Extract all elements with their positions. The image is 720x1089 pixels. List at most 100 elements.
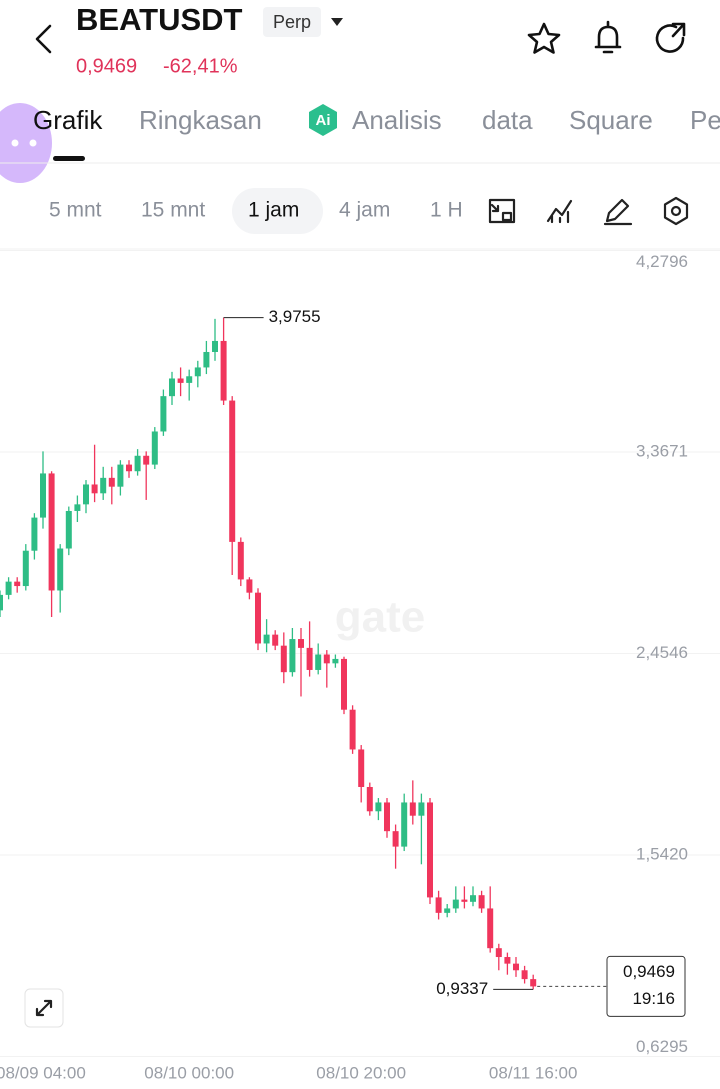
candle-body [203,351,210,368]
candle-body [65,510,72,549]
x-tick-label: 08/11 16:00 [489,1063,578,1082]
tab[interactable]: Pe [690,105,720,135]
candle-body [91,484,98,494]
favorite-icon[interactable] [527,22,561,54]
candle-body [108,477,115,487]
price: 0,9469 [76,55,137,77]
settings-icon-center[interactable] [670,205,682,217]
assistant-eye [29,139,37,147]
candles [0,317,537,990]
interval[interactable]: 1 jam [248,199,299,222]
candle-body [341,658,347,710]
interval[interactable]: 4 jam [339,199,390,222]
candle-body [220,340,227,401]
badge-bg[interactable] [263,7,321,37]
draw-icon[interactable] [603,198,633,226]
candle-body [246,579,253,593]
candle-body [48,473,55,591]
candle-body [117,464,124,487]
candle-body [375,802,382,812]
candle-body [169,378,175,397]
candle-body [478,895,485,909]
ai-icon-glyph: Ai [316,112,331,129]
annotation-label: 0,9337 [436,979,488,998]
candle-body [40,473,46,518]
x-tick-label: 08/10 20:00 [316,1063,406,1082]
candle-body [530,979,537,987]
candle-body [143,455,150,465]
change: -62,41% [163,55,238,77]
candle-body [83,484,89,505]
y-tick-label: 3,3671 [636,441,688,460]
candle-body [521,970,528,980]
tab[interactable]: Grafik [33,105,103,135]
overlay: 3,9755 0,9337 0,9469 19:16 [223,307,686,1017]
tab[interactable]: data [482,105,533,135]
candle-body [384,802,390,832]
candle-body [504,957,511,964]
candle-body [392,831,399,847]
candle-body [280,645,287,673]
candle-body [315,654,322,670]
y-tick-label: 1,5420 [636,844,688,863]
candle-body [194,367,201,377]
candle-body [323,654,330,664]
candle-body [74,504,81,511]
candle-body [263,634,270,644]
candle-body [14,581,21,587]
candle-body [0,594,3,611]
y-tick-label: 4,2796 [636,252,688,271]
tab[interactable]: Square [569,105,653,135]
candle-body [470,895,476,902]
x-tick-label: 08/09 04:00 [0,1063,86,1082]
candle-body [160,396,167,432]
countdown: 19:16 [632,989,675,1008]
candle-body [435,897,442,913]
candle-body [5,581,12,595]
tab[interactable]: Analisis [352,105,442,135]
annotation-label: 3,9755 [269,307,321,326]
expand-icon[interactable] [35,999,53,1017]
candle-body [31,517,38,551]
last-price-box [606,955,686,1017]
layout-icon[interactable] [488,198,516,224]
candle-body [126,464,132,472]
candle-body [358,749,365,787]
tool-bg [468,188,720,234]
candle-body [151,431,158,465]
share-icon[interactable] [655,22,686,53]
ai-icon [309,104,337,136]
settings-icon[interactable] [663,196,689,226]
candle-body [495,948,502,958]
y-tick-label: 2,4546 [636,643,688,662]
watermark: gate [335,593,425,642]
back-button[interactable] [35,24,52,54]
grid: 0,6295 1,5420 2,4546 3,3671 4,2796 [0,250,720,1057]
alert-icon[interactable] [594,20,622,54]
candle-body [229,400,236,542]
candle-body [272,634,279,646]
interval[interactable]: 15 mnt [141,199,205,222]
candle-body [186,376,193,383]
tab-bar: Grafik Ringkasan Analisis data Square Pe [33,105,720,135]
candle-body [289,639,296,673]
tab[interactable]: Ringkasan [139,105,262,135]
last-price-label: 0,9469 [623,962,675,981]
interval-bar: 5 mnt 15 mnt 1 jam 4 jam 1 H [49,199,463,222]
candle-body [255,592,261,644]
symbol: BEATUSDT [76,2,243,37]
candle-body [401,802,408,847]
candle-body [237,541,244,580]
candle-body [177,378,184,383]
badge[interactable]: Perp [273,12,311,32]
candle-body [134,455,141,472]
interval[interactable]: 5 mnt [49,199,102,222]
candle-body [298,639,304,648]
candle-body [366,786,373,812]
dropdown-arrow[interactable] [331,18,343,26]
candle-body [444,908,451,913]
interval[interactable]: 1 H [430,199,463,222]
indicator-icon[interactable] [546,199,573,224]
